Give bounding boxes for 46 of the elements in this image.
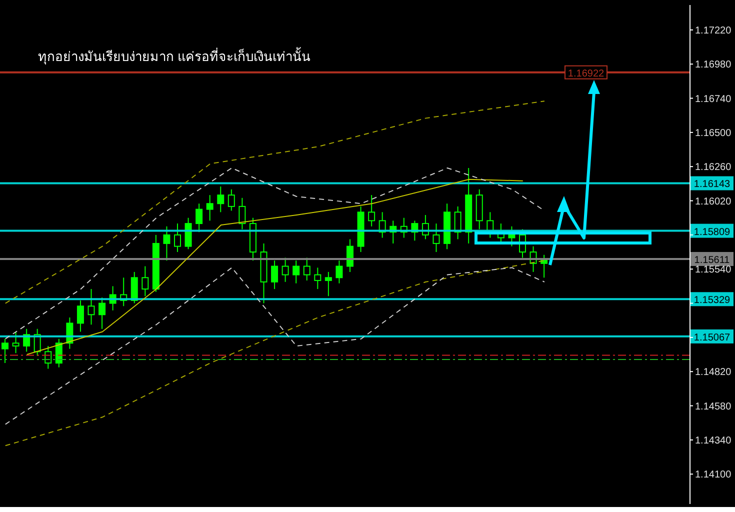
candlestick: [228, 188, 235, 212]
text: ทุกอย่างมันเรียบง่ายมาก แค่รอที่จะเก็บเงินเท่านั้น: [38, 46, 311, 66]
ref-line-label: 1.15611: [694, 254, 730, 266]
candlestick: [336, 260, 343, 284]
candlestick: [314, 267, 322, 290]
ref-line-label: 1.15067: [694, 332, 731, 344]
y-tick-label: 1.14820: [695, 367, 732, 378]
ref-line-label: 1.15809: [694, 226, 731, 238]
y-tick-label: 1.15540: [695, 264, 732, 276]
candlestick: [292, 260, 300, 284]
candlestick: [163, 226, 170, 262]
ref-line-label: 1.16143: [694, 179, 731, 190]
candlestick: [88, 288, 95, 326]
candlestick: [324, 271, 332, 297]
y-tick-label: 1.16980: [695, 60, 732, 71]
candlestick: [2, 338, 8, 364]
ref-line-label: 1.16922: [568, 68, 605, 80]
candlestick: [432, 223, 440, 253]
y-tick-label: 1.17220: [695, 25, 732, 36]
y-tick-label: 1.14580: [695, 401, 732, 412]
candlestick: [303, 257, 310, 281]
line-series: [4, 267, 545, 425]
y-tick-label: 1.14340: [695, 435, 732, 446]
candlestick: [76, 300, 84, 332]
candlestick: [142, 266, 149, 297]
candlestick: [368, 194, 376, 227]
candlestick: [206, 194, 214, 222]
candlestick: [271, 260, 278, 290]
candlestick: [98, 297, 106, 330]
candlestick: [184, 217, 192, 250]
candlestick: [217, 186, 224, 213]
candlestick: [174, 223, 181, 253]
y-tick-label: 1.16740: [695, 94, 732, 105]
candlestick: [282, 257, 289, 282]
candlestick: [196, 203, 203, 233]
y-tick-label: 1.14100: [695, 470, 732, 481]
candlestick: [238, 197, 246, 230]
line-series: [26, 178, 524, 356]
candlestick: [454, 206, 462, 240]
candlestick: [12, 331, 20, 354]
line-series: [4, 100, 545, 304]
y-tick-label: 1.16500: [695, 128, 732, 139]
y-tick-label: 1.16020: [695, 196, 732, 208]
ref-line-label: 1.15329: [694, 295, 731, 306]
candlestick: [130, 271, 138, 304]
y-tick-label: 1.16260: [695, 162, 732, 174]
